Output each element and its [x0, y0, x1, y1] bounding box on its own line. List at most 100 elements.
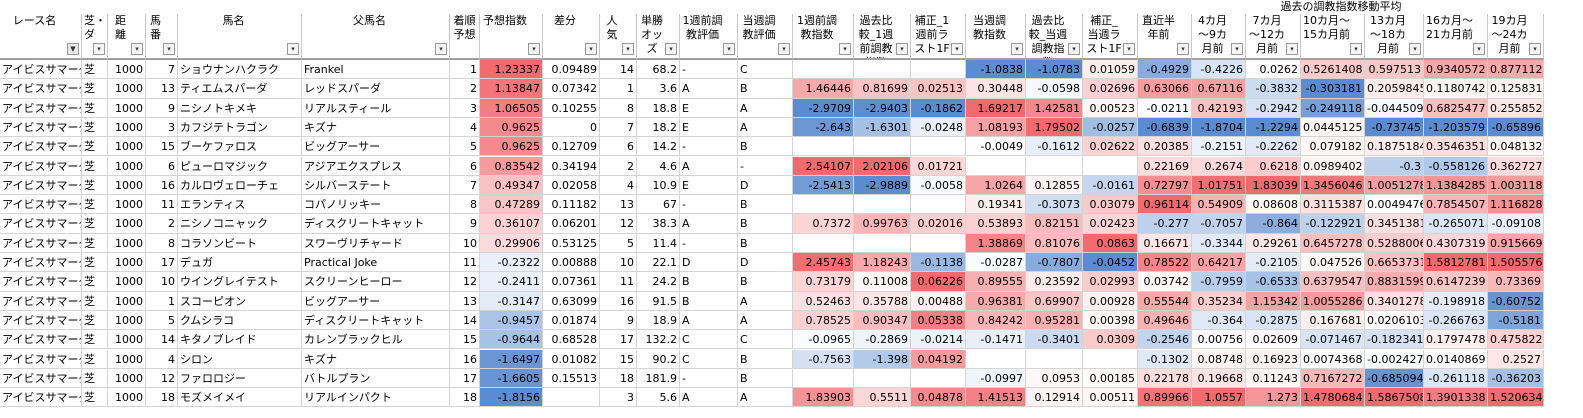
- cell-race[interactable]: アイビスサマーダッシュ: [0, 253, 82, 273]
- cell-eval1[interactable]: E: [680, 175, 738, 196]
- cell-adj1[interactable]: [911, 195, 966, 215]
- cell-pred[interactable]: 0.49347: [480, 175, 543, 196]
- cell-idx1[interactable]: 1.46446: [793, 79, 854, 99]
- cell-idx1[interactable]: [793, 368, 854, 389]
- cell-rank[interactable]: 10: [450, 233, 480, 253]
- cell-odds[interactable]: 67: [637, 195, 680, 215]
- cell-surface[interactable]: 芝: [82, 195, 108, 215]
- column-header-idxw[interactable]: 当週調教指数 ▾: [966, 14, 1026, 60]
- cell-ma4[interactable]: -0.3: [1365, 156, 1424, 176]
- cell-ma6[interactable]: 0.877112: [1488, 60, 1544, 80]
- cell-horse[interactable]: ブーケファロス: [178, 137, 302, 157]
- cell-ma5[interactable]: -0.265071: [1424, 214, 1488, 234]
- cell-odds[interactable]: 91.5: [637, 291, 680, 311]
- cell-pred[interactable]: 0.29906: [480, 233, 543, 253]
- cell-ma3[interactable]: 0.6457278: [1301, 233, 1365, 253]
- cell-ma4[interactable]: 0.3451381: [1365, 214, 1424, 234]
- cell-ma4[interactable]: -0.685094: [1365, 368, 1424, 389]
- cell-pop[interactable]: 1: [600, 79, 637, 99]
- cell-eval1[interactable]: B: [680, 291, 738, 311]
- cell-idx1[interactable]: -2.5413: [793, 175, 854, 196]
- cell-cmpw[interactable]: 1.79502: [1026, 117, 1083, 138]
- cell-ma4[interactable]: 0.5288006: [1365, 233, 1424, 253]
- cell-eval1[interactable]: A: [680, 79, 738, 99]
- cell-cmp1[interactable]: 0.11008: [854, 272, 911, 292]
- cell-adjw[interactable]: [1083, 349, 1138, 369]
- cell-ma3[interactable]: -0.122921: [1301, 214, 1365, 234]
- cell-cmp1[interactable]: [854, 233, 911, 253]
- cell-ma3[interactable]: 0.079182: [1301, 137, 1365, 157]
- cell-idx1[interactable]: [793, 233, 854, 253]
- cell-evalw[interactable]: -: [738, 156, 793, 176]
- cell-ma6[interactable]: 1.003118: [1488, 175, 1544, 196]
- cell-odds[interactable]: 132.2: [637, 330, 680, 350]
- cell-ma3[interactable]: -0.071467: [1301, 330, 1365, 350]
- cell-ma1[interactable]: -0.4226: [1192, 60, 1246, 80]
- column-header-pred[interactable]: 予想指数 ▾: [480, 14, 543, 60]
- cell-sire[interactable]: リアルインパクト: [302, 388, 450, 408]
- cell-cmpw[interactable]: 0.23592: [1026, 272, 1083, 292]
- cell-diff[interactable]: 0.01082: [543, 349, 600, 369]
- cell-horse[interactable]: キタノブレイド: [178, 330, 302, 350]
- cell-horse[interactable]: ニシノトキメキ: [178, 98, 302, 118]
- cell-surface[interactable]: 芝: [82, 156, 108, 176]
- cell-pred[interactable]: 0.9625: [480, 137, 543, 157]
- cell-diff[interactable]: 0.63099: [543, 291, 600, 311]
- cell-pop[interactable]: 16: [600, 291, 637, 311]
- cell-idxw[interactable]: -0.0049: [966, 137, 1026, 157]
- cell-diff[interactable]: 0.53125: [543, 233, 600, 253]
- column-header-surface[interactable]: 芝・ダ ▾: [82, 14, 108, 60]
- cell-idx1[interactable]: 0.78525: [793, 310, 854, 331]
- column-header-eval1[interactable]: 1週前調教評価 ▾: [680, 14, 738, 60]
- column-header-ma3[interactable]: 10カ月～15カ月前 ▾: [1301, 14, 1365, 60]
- cell-rank[interactable]: 1: [450, 60, 480, 80]
- cell-ma3[interactable]: -0.249118: [1301, 98, 1365, 118]
- cell-sire[interactable]: ビッグアーサー: [302, 291, 450, 311]
- cell-ma6[interactable]: 1.520634: [1488, 388, 1544, 408]
- cell-ma6[interactable]: 0.475822: [1488, 330, 1544, 350]
- cell-race[interactable]: アイビスサマーダッシュ: [0, 233, 82, 253]
- cell-adj1[interactable]: -0.0214: [911, 330, 966, 350]
- cell-evalw[interactable]: B: [738, 137, 793, 157]
- cell-horse[interactable]: コラソンビート: [178, 233, 302, 253]
- cell-horse[interactable]: クムシラコ: [178, 310, 302, 331]
- cell-pred[interactable]: -0.9644: [480, 330, 543, 350]
- cell-ma2[interactable]: -0.2262: [1246, 137, 1301, 157]
- filter-dropdown-icon[interactable]: ▾: [622, 43, 634, 55]
- cell-ma0[interactable]: -0.1302: [1138, 349, 1192, 369]
- cell-idx1[interactable]: -0.7563: [793, 349, 854, 369]
- cell-num[interactable]: 16: [146, 175, 178, 196]
- cell-idxw[interactable]: 1.0264: [966, 175, 1026, 196]
- cell-race[interactable]: アイビスサマーダッシュ: [0, 368, 82, 389]
- cell-odds[interactable]: 10.9: [637, 175, 680, 196]
- cell-ma5[interactable]: 0.6825477: [1424, 98, 1488, 118]
- cell-adjw[interactable]: 0.0309: [1083, 330, 1138, 350]
- column-header-pop[interactable]: 人気 ▾: [600, 14, 637, 60]
- cell-ma0[interactable]: 0.20385: [1138, 137, 1192, 157]
- cell-cmp1[interactable]: 0.5511: [854, 388, 911, 408]
- cell-ma5[interactable]: 1.5812781: [1424, 253, 1488, 273]
- filter-dropdown-icon[interactable]: ▾: [1123, 43, 1135, 55]
- filter-dropdown-icon[interactable]: ▾: [93, 43, 105, 55]
- cell-cmpw[interactable]: [1026, 156, 1083, 176]
- cell-pop[interactable]: 6: [600, 137, 637, 157]
- cell-adjw[interactable]: 0.00523: [1083, 98, 1138, 118]
- cell-eval1[interactable]: E: [680, 117, 738, 138]
- cell-pred[interactable]: -1.6605: [480, 368, 543, 389]
- cell-cmpw[interactable]: 0.95281: [1026, 310, 1083, 331]
- column-header-adj1[interactable]: 補正_1週前ラスト1F ▾: [911, 14, 966, 60]
- cell-horse[interactable]: ピューロマジック: [178, 156, 302, 176]
- cell-eval1[interactable]: C: [680, 349, 738, 369]
- cell-rank[interactable]: 17: [450, 368, 480, 389]
- cell-ma5[interactable]: -0.558126: [1424, 156, 1488, 176]
- filter-dropdown-icon[interactable]: ▾: [1350, 43, 1362, 55]
- cell-ma0[interactable]: 0.78522: [1138, 253, 1192, 273]
- cell-ma5[interactable]: -0.261118: [1424, 368, 1488, 389]
- cell-ma5[interactable]: 1.3901338: [1424, 388, 1488, 408]
- cell-race[interactable]: アイビスサマーダッシュ: [0, 214, 82, 234]
- cell-eval1[interactable]: A: [680, 388, 738, 408]
- cell-sire[interactable]: ディスクリートキャット: [302, 214, 450, 234]
- cell-ma0[interactable]: 0.49646: [1138, 310, 1192, 331]
- cell-eval1[interactable]: A: [680, 310, 738, 331]
- cell-idxw[interactable]: 0.89555: [966, 272, 1026, 292]
